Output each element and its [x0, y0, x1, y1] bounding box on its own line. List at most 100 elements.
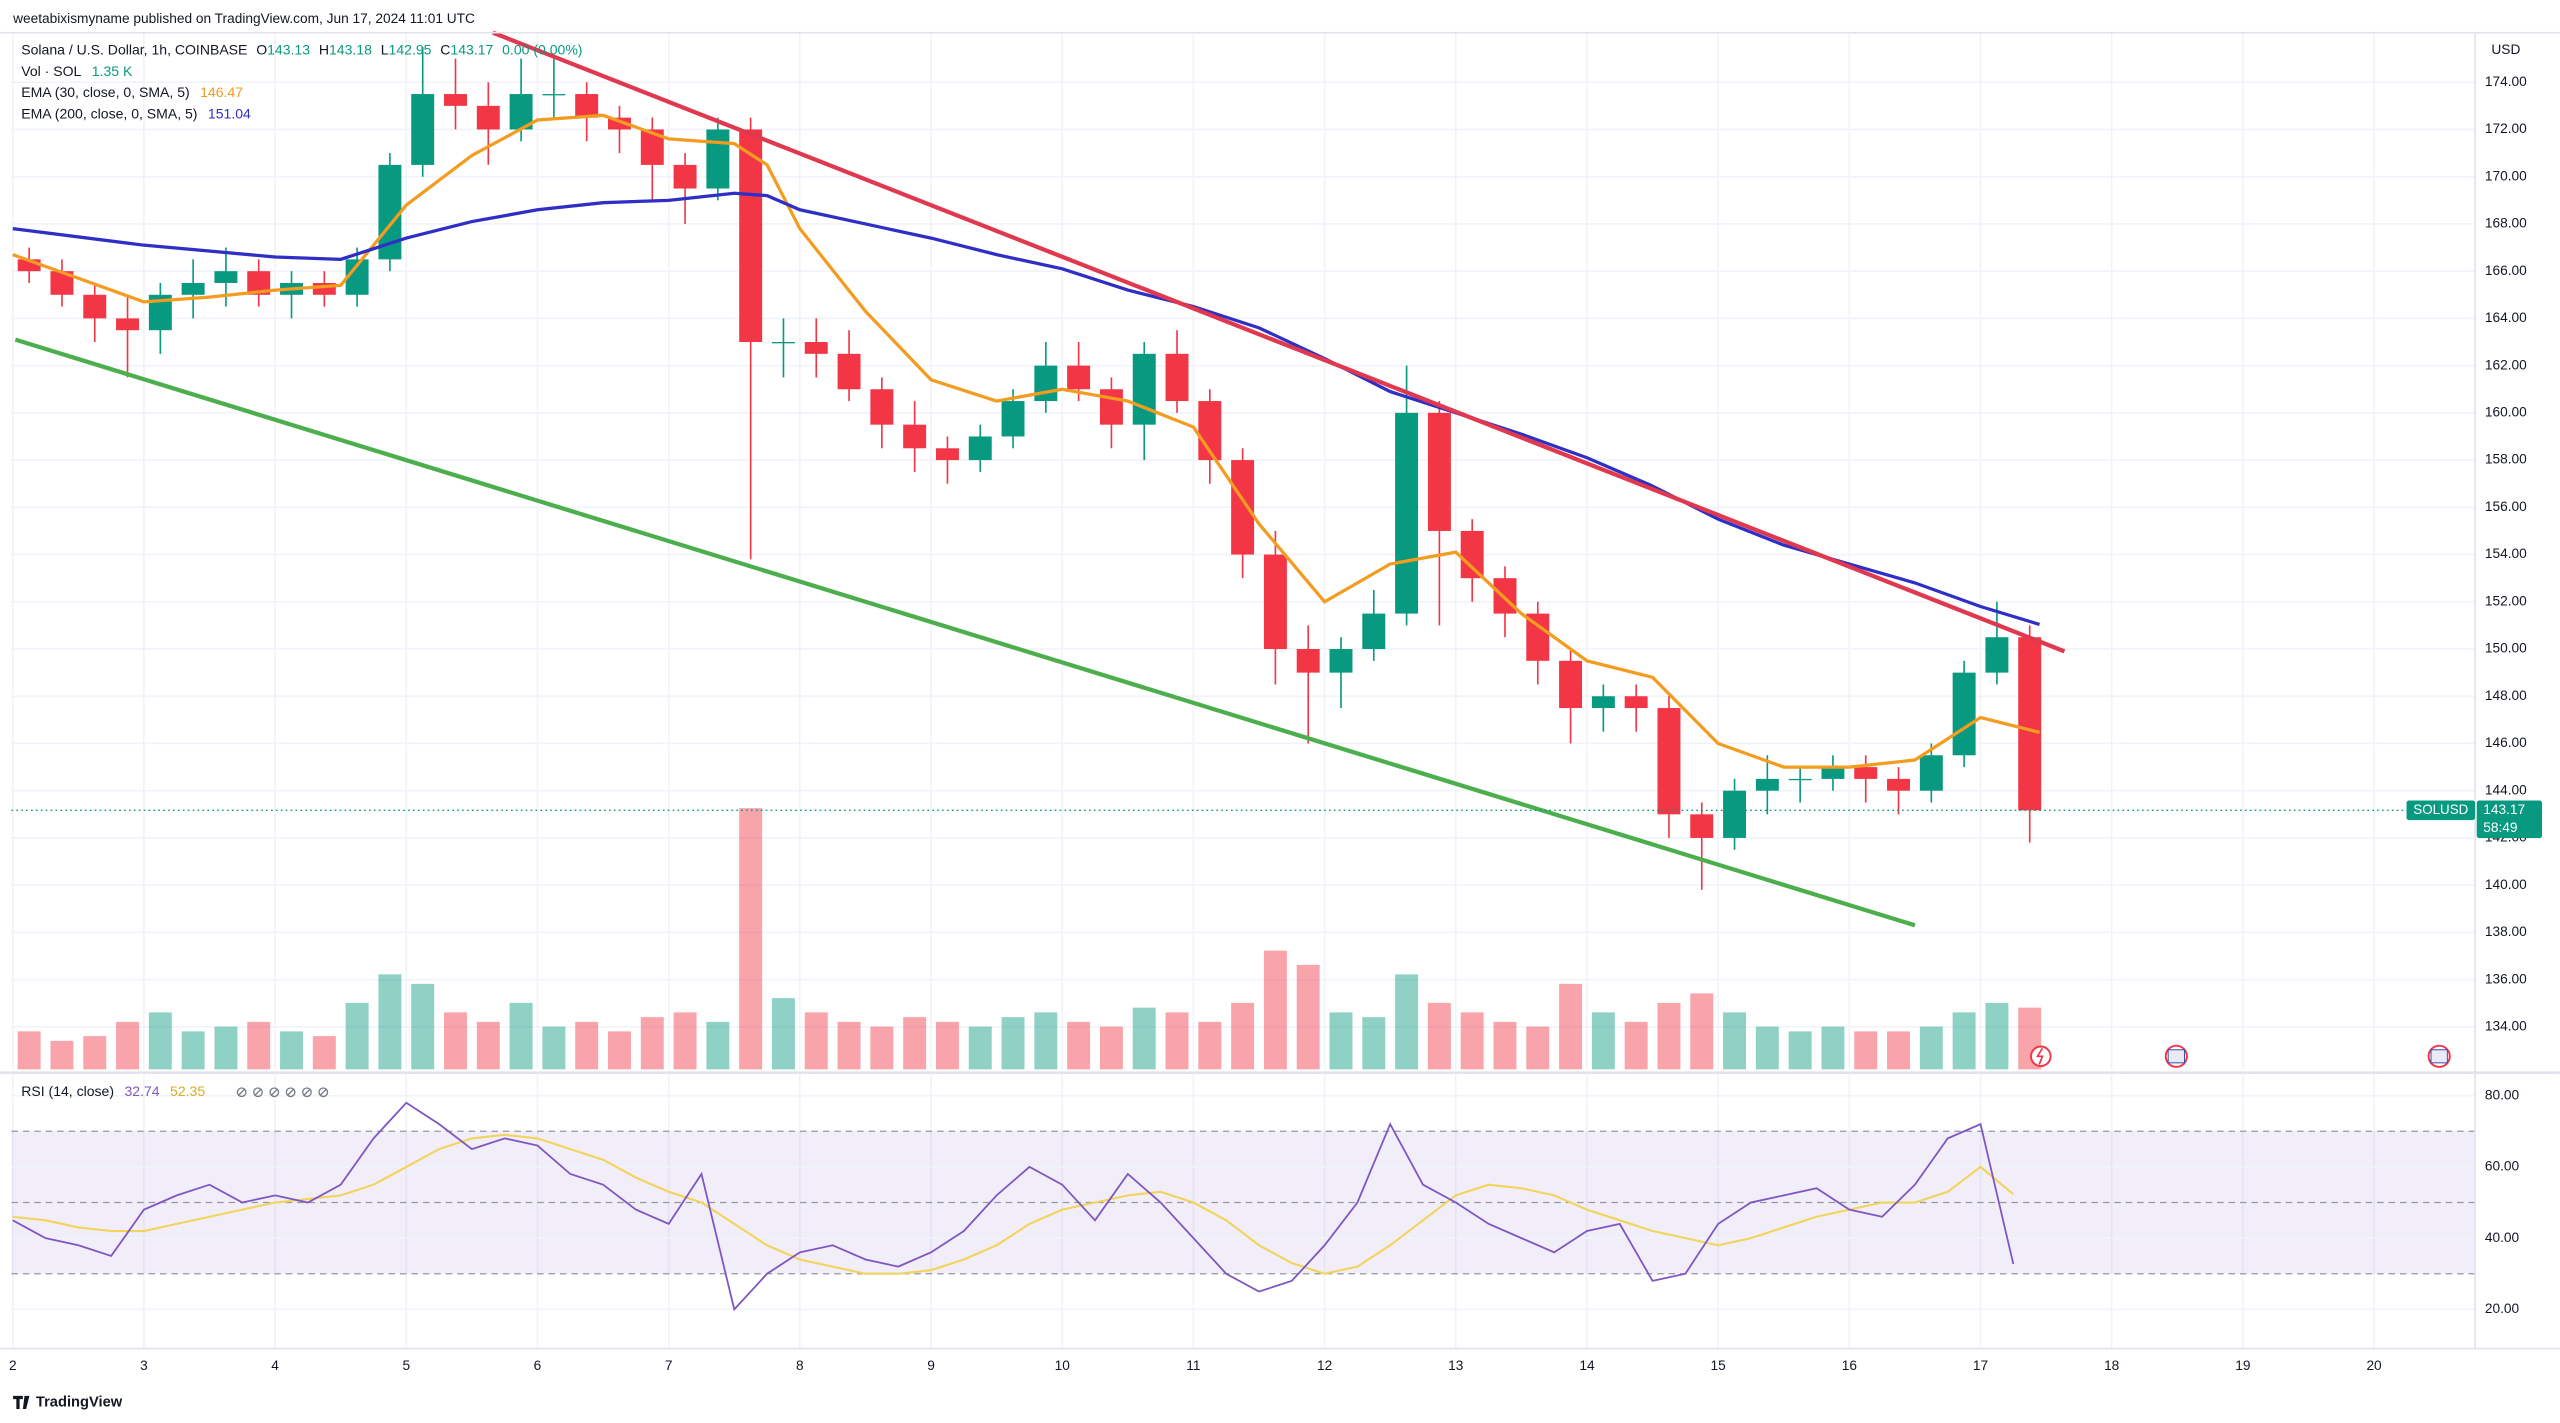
- candle-body: [476, 105, 500, 130]
- x-tick-label: 15: [1711, 1358, 1727, 1373]
- volume-bar: [1985, 1002, 2009, 1070]
- candle-body: [739, 129, 763, 343]
- volume-bar: [181, 1031, 205, 1070]
- candle-body: [1165, 353, 1189, 402]
- plot-layer: [11, 30, 2476, 1312]
- candle-body: [247, 271, 271, 295]
- candle-body: [181, 282, 205, 295]
- volume-bar: [280, 1031, 304, 1070]
- candle-body: [608, 117, 631, 130]
- candle-body: [1755, 778, 1779, 791]
- y-tick-label: 138.00: [2485, 924, 2527, 939]
- candle-body: [1887, 778, 1911, 791]
- volume-bar: [1132, 1007, 1156, 1070]
- candle-body: [1001, 401, 1025, 437]
- volume-bar: [1427, 1002, 1451, 1070]
- volume-bar: [1001, 1017, 1025, 1070]
- x-tick-label: 10: [1055, 1358, 1071, 1373]
- candle-body: [444, 94, 467, 106]
- y-tick-label: 146.00: [2485, 735, 2527, 750]
- x-tick-label: 12: [1317, 1358, 1332, 1373]
- x-tick-label: 7: [665, 1358, 673, 1373]
- volume-bar: [608, 1031, 631, 1070]
- y-tick-label: 152.00: [2485, 593, 2527, 608]
- trendline: [14, 337, 1916, 928]
- candle-body: [1362, 613, 1386, 650]
- volume-bar: [870, 1026, 894, 1070]
- y-tick-label: 158.00: [2485, 452, 2527, 467]
- rsi-ma-value: 52.35: [170, 1083, 205, 1099]
- rsi-line: [12, 1101, 2015, 1312]
- candle-body: [1493, 578, 1517, 614]
- candle-body: [2018, 637, 2042, 811]
- candle-body: [837, 353, 861, 390]
- y-tick-label: 150.00: [2485, 641, 2527, 656]
- volume-bar: [903, 1017, 927, 1070]
- rsi-line: [12, 1133, 2014, 1275]
- y-tick-label: 20.00: [2485, 1301, 2520, 1316]
- brand[interactable]: TradingView: [13, 1394, 123, 1410]
- volume-bar: [1395, 974, 1419, 1070]
- candle-body: [50, 271, 74, 295]
- volume-bar: [935, 1021, 959, 1070]
- volume-bar: [378, 974, 402, 1070]
- volume-bar: [1821, 1026, 1845, 1070]
- last-price-label: 143.17: [2483, 802, 2525, 817]
- candle-body: [345, 259, 369, 295]
- volume-bar: [575, 1021, 599, 1070]
- volume-bar: [214, 1026, 238, 1070]
- volume-bar: [1362, 1017, 1386, 1070]
- candle-body: [1526, 613, 1550, 661]
- volume-bar: [1788, 1031, 1812, 1070]
- candle-body: [575, 94, 599, 118]
- legend-rsi: RSI (14, close) 32.74 52.35: [21, 1083, 205, 1099]
- volume-bar: [411, 983, 435, 1070]
- symbol: Solana / U.S. Dollar, 1h, COINBASE: [21, 41, 247, 57]
- event-icons[interactable]: [2030, 1044, 2451, 1068]
- volume-bar: [640, 1017, 664, 1070]
- volume-bar: [247, 1021, 271, 1070]
- candle-body: [1132, 353, 1156, 425]
- volume-bar: [1165, 1012, 1189, 1070]
- candle-body: [1657, 708, 1681, 815]
- volume-bar: [1231, 1002, 1255, 1070]
- y-tick-label: 140.00: [2485, 877, 2527, 892]
- y-tick-label: 174.00: [2485, 74, 2527, 89]
- x-tick-label: 13: [1448, 1358, 1464, 1373]
- y-tick-label: 136.00: [2485, 971, 2527, 986]
- x-tick-label: 14: [1579, 1358, 1595, 1373]
- volume-bar: [1460, 1012, 1484, 1070]
- candle-body: [1723, 790, 1747, 838]
- candle-body: [1591, 696, 1615, 709]
- volume-bar: [804, 1012, 828, 1070]
- candle-body: [1460, 530, 1484, 579]
- y-tick-label: 164.00: [2485, 310, 2527, 325]
- candle-body: [870, 389, 894, 425]
- candle-body: [1952, 672, 1976, 756]
- candle-body: [1559, 660, 1583, 709]
- candle-body: [1231, 460, 1255, 555]
- ema-name: EMA (30, close, 0, SMA, 5): [21, 84, 189, 100]
- x-tick-label: 16: [1842, 1358, 1858, 1373]
- volume-bar: [673, 1012, 697, 1070]
- brand-name: TradingView: [36, 1394, 123, 1410]
- x-tick-label: 2: [9, 1358, 17, 1373]
- volume-bar: [1099, 1026, 1123, 1070]
- volume-bar: [1854, 1031, 1878, 1070]
- volume-bar: [312, 1036, 336, 1070]
- ohlc-change: 0.00 (0.00%): [502, 41, 582, 57]
- legend-symbol: Solana / U.S. Dollar, 1h, COINBASE O143.…: [21, 41, 582, 57]
- candle-body: [1919, 755, 1943, 791]
- legend-volume: Vol · SOL 1.35 K: [21, 63, 133, 79]
- candle-body: [148, 294, 172, 331]
- volume-bar: [345, 1002, 369, 1070]
- candle-body: [378, 164, 402, 260]
- x-tick-label: 4: [271, 1358, 279, 1373]
- x-tick-label: 9: [927, 1358, 935, 1373]
- candle-body: [1034, 365, 1058, 402]
- candle-body: [1690, 814, 1714, 838]
- volume-bar: [1034, 1012, 1058, 1070]
- x-tick-label: 19: [2235, 1358, 2250, 1373]
- ema-name: EMA (200, close, 0, SMA, 5): [21, 105, 197, 121]
- volume-bar: [1067, 1021, 1091, 1070]
